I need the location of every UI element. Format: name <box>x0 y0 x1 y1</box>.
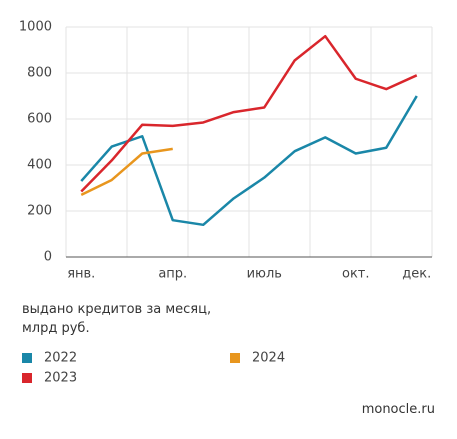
series-line <box>80 147 173 197</box>
x-tick-label: янв. <box>67 267 95 282</box>
y-tick-label: 600 <box>27 112 52 127</box>
legend-label: 2022 <box>44 351 77 366</box>
y-tick-label: 800 <box>27 66 52 81</box>
series-line <box>80 34 418 193</box>
y-tick-label: 200 <box>27 204 52 219</box>
source: monocle.ru <box>361 402 435 417</box>
x-tick-label: апр. <box>158 267 187 282</box>
y-tick-label: 0 <box>44 250 52 265</box>
legend-swatch <box>22 373 32 383</box>
x-tick-label: окт. <box>342 267 370 282</box>
x-tick-label: дек. <box>402 267 431 282</box>
legend-swatch <box>22 353 32 363</box>
axis-label: выдано кредитов за месяц, млрд руб. <box>22 302 212 336</box>
y-tick-label: 400 <box>27 158 52 173</box>
legend-label: 2024 <box>252 351 285 366</box>
series-line <box>80 95 418 227</box>
y-tick-label: 1000 <box>19 20 52 35</box>
x-tick-label: июль <box>247 267 282 282</box>
legend-label: 2023 <box>44 371 77 386</box>
legend-swatch <box>230 353 240 363</box>
